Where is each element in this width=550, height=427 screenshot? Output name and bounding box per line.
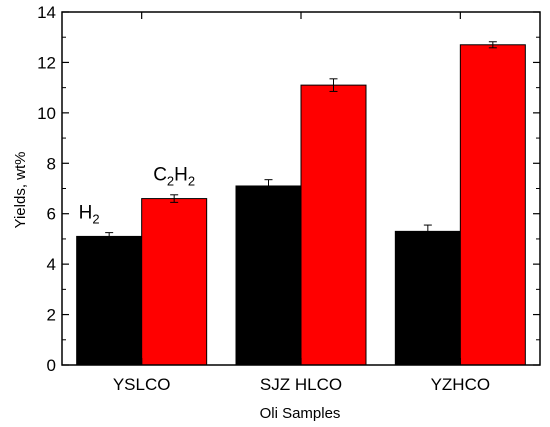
y-ticks-group: 0 2 4 6 8 10 12 14 [37, 3, 540, 375]
y-tick-label: 14 [37, 3, 56, 22]
annotation-h2-sub: 2 [92, 211, 99, 226]
x-category-label: SJZ HLCO [260, 375, 342, 394]
annotation-h2-base: H [79, 202, 93, 223]
annotation-h2: H2 [79, 202, 100, 226]
bars-group [76, 44, 526, 366]
annotation-c2h2-sub2: 2 [188, 174, 195, 189]
y-tick-label: 6 [47, 205, 56, 224]
bar-yzhco-s0 [394, 230, 461, 366]
annotation-c2h2: C2H2 [153, 165, 195, 189]
y-tick-label: 12 [37, 53, 56, 72]
y-tick-label: 0 [47, 356, 56, 375]
x-category-label: YZHCO [431, 375, 491, 394]
bar-yslco-s0 [76, 235, 143, 366]
x-categories-group: YSLCO SJZ HLCO YZHCO [113, 12, 490, 394]
x-axis-label: Oli Samples [260, 405, 341, 422]
y-tick-label: 8 [47, 154, 56, 173]
annotation-c2h2-sub: 2 [167, 174, 174, 189]
error-bars-group [105, 41, 497, 241]
y-tick-label: 4 [47, 255, 56, 274]
y-axis-label: Yields, wt% [12, 152, 29, 229]
y-tick-label: 2 [47, 306, 56, 325]
bar-sjz-hlco-s1 [300, 84, 367, 366]
y-tick-label: 10 [37, 104, 56, 123]
bar-yzhco-s1 [459, 44, 526, 366]
annotation-c2h2-base: C [153, 165, 167, 186]
annotation-c2h2-base2: H [174, 165, 188, 186]
bar-sjz-hlco-s0 [235, 185, 302, 366]
bar-yslco-s1 [141, 198, 208, 366]
x-category-label: YSLCO [113, 375, 171, 394]
